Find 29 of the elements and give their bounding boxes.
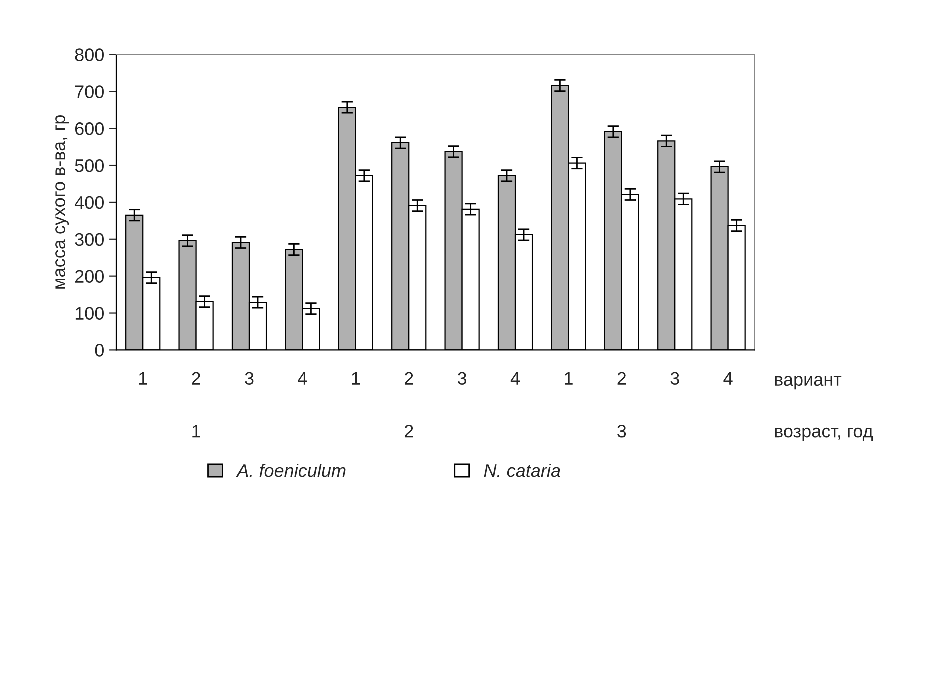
y-tick-label: 400	[74, 196, 104, 210]
text: возраст, год	[775, 428, 874, 442]
x-tick-label: 2	[192, 372, 200, 385]
text: 3	[618, 425, 626, 438]
y-tick-label: 300	[75, 233, 104, 246]
y-tick-label: 600	[75, 122, 104, 136]
x-tick-label: 2	[404, 372, 414, 385]
y-tick-label: 500	[75, 159, 104, 172]
legend-label: N. cataria	[484, 464, 560, 478]
y-tick-label: 200	[75, 270, 104, 284]
text: 2	[404, 425, 414, 438]
y-tick-label: 0	[95, 344, 104, 357]
y-tick-label: 100	[76, 307, 104, 320]
x-tick-label: 3	[670, 372, 680, 385]
y-axis-title: масса сухого в-ва, гр	[56, 116, 70, 289]
x-tick-label: 2	[618, 372, 626, 385]
y-tick-label: 800	[75, 48, 104, 62]
x-tick-label: 4	[724, 372, 733, 385]
text: вариант	[775, 376, 842, 390]
x-tick-label: 4	[298, 372, 308, 385]
x-tick-label: 1	[565, 372, 573, 385]
text: 1	[192, 425, 200, 438]
x-tick-label: 1	[352, 372, 360, 385]
x-tick-label: 3	[458, 372, 467, 385]
x-tick-label: 3	[245, 372, 254, 385]
x-tick-label: 1	[139, 372, 148, 385]
y-tick-label: 700	[76, 86, 104, 98]
x-tick-label: 4	[510, 372, 520, 385]
legend-label: A. foeniculum	[236, 464, 346, 478]
